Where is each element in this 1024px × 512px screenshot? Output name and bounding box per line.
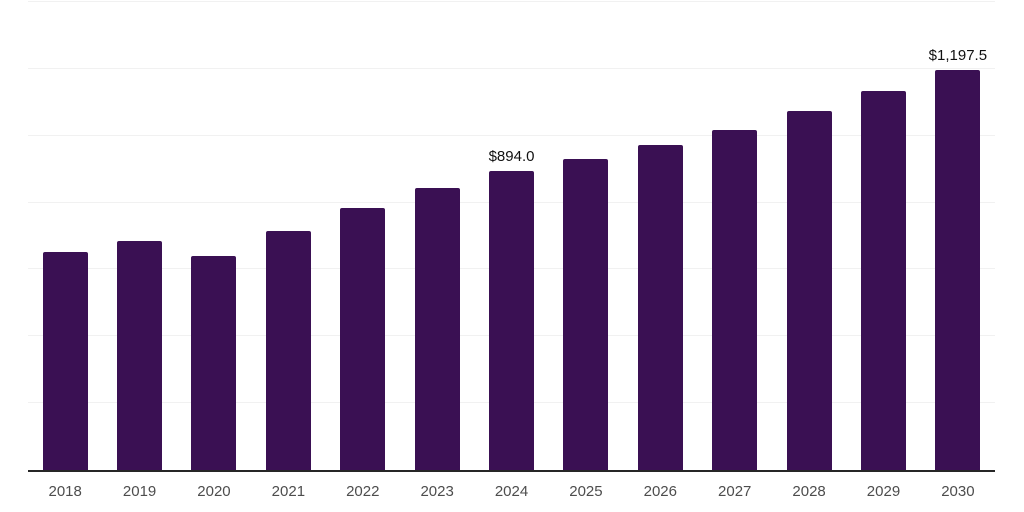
x-tick-2019: 2019	[122, 483, 157, 500]
x-tick-2022: 2022	[346, 483, 380, 500]
bar-cell-2030: $1,197.5	[921, 2, 995, 470]
bar-cell-2021	[251, 2, 325, 470]
bar-2025	[563, 159, 609, 470]
bar-2022	[340, 207, 386, 470]
bar-cell-2028	[772, 2, 846, 470]
bar-2027	[712, 130, 758, 470]
x-tick-2025: 2025	[569, 483, 603, 500]
bar-cell-2027	[698, 2, 772, 470]
bar-cell-2025	[549, 2, 623, 470]
bar-cell-2022	[326, 2, 400, 470]
bar-2026	[637, 145, 683, 470]
gridline-1200	[28, 67, 995, 69]
bars-row: $894.0 $1,197.5	[28, 2, 995, 470]
x-axis: 2018 2019 2020 2021 2022 2023 2024 2025 2026 2027…	[28, 483, 995, 501]
bar-2030	[935, 69, 981, 470]
plot-area: $894.0 $1,197.5	[28, 1, 995, 472]
bar-cell-2026	[623, 2, 697, 470]
bar-2019	[117, 241, 163, 470]
bar-cell-2019	[102, 2, 176, 470]
x-tick-2020: 2020	[197, 483, 231, 500]
x-tick-2026: 2026	[643, 483, 677, 500]
x-tick-2028: 2028	[792, 483, 826, 500]
bar-2029	[860, 90, 906, 470]
bar-cell-2020	[177, 2, 251, 470]
x-tick-2023: 2023	[420, 483, 454, 500]
bar-cell-2018	[28, 2, 102, 470]
x-tick-2021: 2021	[271, 483, 306, 500]
bar-cell-2023	[400, 2, 474, 470]
x-tick-2029: 2029	[866, 483, 901, 500]
bar-2021	[265, 231, 311, 470]
bar-2028	[786, 110, 832, 470]
gridline-1000	[28, 134, 995, 136]
x-tick-2024: 2024	[494, 483, 529, 500]
x-tick-2018: 2018	[48, 483, 82, 500]
bar-2023	[414, 188, 460, 470]
bar-cell-2029	[846, 2, 920, 470]
x-tick-2027: 2027	[718, 483, 752, 500]
bar-value-label-2024: $894.0	[488, 148, 535, 166]
bar-2018	[42, 252, 88, 470]
bar-2020	[191, 256, 237, 470]
x-tick-2030: 2030	[941, 483, 975, 500]
gridline-1400	[28, 1, 995, 2]
bar-2024	[489, 171, 535, 470]
bar-cell-2024: $894.0	[474, 2, 548, 470]
bar-value-label-2030: $1,197.5	[928, 46, 988, 64]
